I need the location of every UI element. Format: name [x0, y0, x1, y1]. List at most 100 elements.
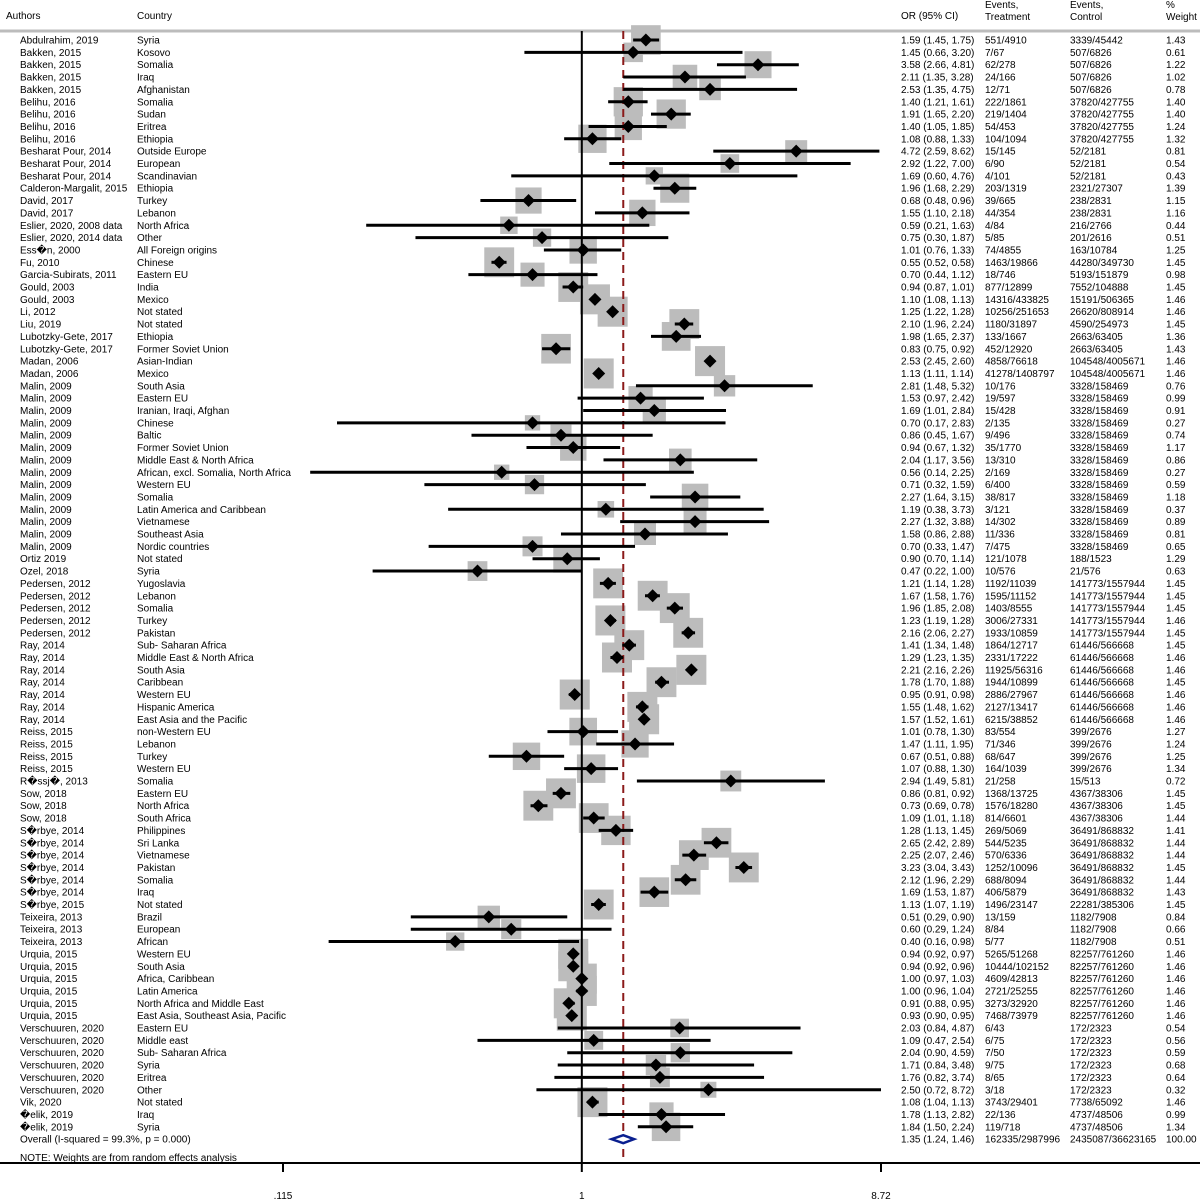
point-estimate [668, 181, 682, 195]
study-events-treatment: 10/576 [985, 567, 1016, 578]
study-events-treatment: 4609/42813 [985, 974, 1038, 985]
study-events-treatment: 222/1861 [985, 97, 1027, 108]
study-author: Bakken, 2015 [20, 48, 82, 59]
header-events-control-line2: Control [1070, 12, 1102, 23]
study-events-control: 3328/158469 [1070, 480, 1129, 491]
study-country: Vietnamese [137, 517, 190, 528]
study-weight: 1.24 [1166, 739, 1186, 750]
study-events-control: 15191/506365 [1070, 295, 1134, 306]
study-events-treatment: 14/302 [985, 517, 1016, 528]
study-events-treatment: 38/817 [985, 492, 1016, 503]
study-author: Bakken, 2015 [20, 60, 82, 71]
study-events-control: 61446/566668 [1070, 665, 1134, 676]
study-events-treatment: 11925/56316 [985, 665, 1043, 676]
study-events-treatment: 6/43 [985, 1024, 1005, 1035]
study-country: European [137, 159, 180, 170]
study-author: Pedersen, 2012 [20, 591, 91, 602]
study-or-ci: 1.91 (1.65, 2.20) [901, 110, 974, 121]
study-author: Gould, 2003 [20, 295, 75, 306]
study-author: Garcia-Subirats, 2011 [20, 270, 117, 281]
study-country: Not stated [137, 1098, 183, 1109]
study-weight: 1.15 [1166, 196, 1186, 207]
study-country: Kosovo [137, 48, 171, 59]
weights-note: NOTE: Weights are from random effects an… [20, 1153, 237, 1164]
study-events-control: 4367/38306 [1070, 801, 1123, 812]
study-country: Not stated [137, 900, 183, 911]
study-events-control: 3328/158469 [1070, 443, 1129, 454]
study-or-ci: 1.01 (0.78, 1.30) [901, 727, 974, 738]
study-events-control: 172/2323 [1070, 1036, 1112, 1047]
study-country: Yugoslavia [137, 579, 186, 590]
study-or-ci: 1.53 (0.97, 2.42) [901, 394, 974, 405]
header-row: Authors Country OR (95% CI) Events, Trea… [6, 0, 1197, 23]
study-or-ci: 0.83 (0.75, 0.92) [901, 344, 974, 355]
study-events-control: 172/2323 [1070, 1048, 1112, 1059]
study-country: Sub- Saharan Africa [137, 1048, 227, 1059]
study-events-control: 507/6826 [1070, 48, 1112, 59]
overall-weight: 100.00 [1166, 1135, 1197, 1146]
study-country: Sudan [137, 110, 166, 121]
study-author: Reiss, 2015 [20, 764, 73, 775]
study-country: Middle East & North Africa [137, 455, 254, 466]
study-events-treatment: 4/84 [985, 221, 1005, 232]
point-estimate [526, 268, 540, 282]
study-or-ci: 1.67 (1.58, 1.76) [901, 591, 974, 602]
study-author: R�ssj�, 2013 [20, 775, 88, 788]
study-country: Sri Lanka [137, 838, 180, 849]
study-or-ci: 0.47 (0.22, 1.00) [901, 567, 974, 578]
study-author: Malin, 2009 [20, 394, 72, 405]
study-events-treatment: 452/12920 [985, 344, 1033, 355]
study-events-control: 172/2323 [1070, 1073, 1112, 1084]
study-weight: 1.18 [1166, 492, 1186, 503]
study-events-control: 507/6826 [1070, 60, 1112, 71]
point-estimate [522, 194, 536, 208]
study-events-treatment: 133/1667 [985, 332, 1027, 343]
study-author: Malin, 2009 [20, 480, 72, 491]
study-weight: 1.24 [1166, 122, 1186, 133]
study-or-ci: 2.10 (1.96, 2.24) [901, 320, 974, 331]
study-weight: 0.54 [1166, 159, 1186, 170]
point-estimate [585, 1095, 599, 1109]
study-events-control: 172/2323 [1070, 1085, 1112, 1096]
study-country: Western EU [137, 690, 191, 701]
study-weight: 1.45 [1166, 604, 1186, 615]
study-events-control: 36491/868832 [1070, 875, 1134, 886]
study-author: Ray, 2014 [20, 702, 65, 713]
study-events-treatment: 21/258 [985, 777, 1016, 788]
study-weight: 0.89 [1166, 517, 1186, 528]
study-author: Lubotzky-Gete, 2017 [20, 344, 113, 355]
study-or-ci: 1.71 (0.84, 3.48) [901, 1061, 974, 1072]
point-estimate [576, 243, 590, 257]
study-events-control: 7738/65092 [1070, 1098, 1123, 1109]
study-or-ci: 1.01 (0.76, 1.33) [901, 245, 974, 256]
point-estimate [562, 996, 576, 1010]
study-author: Sow, 2018 [20, 801, 67, 812]
study-or-ci: 1.45 (0.66, 3.20) [901, 48, 974, 59]
study-country: Chinese [137, 418, 174, 429]
study-weight: 1.45 [1166, 789, 1186, 800]
study-or-ci: 2.92 (1.22, 7.00) [901, 159, 974, 170]
point-estimate [554, 786, 568, 800]
study-events-control: 399/2676 [1070, 739, 1112, 750]
study-or-ci: 2.94 (1.49, 5.81) [901, 777, 974, 788]
study-events-treatment: 219/1404 [985, 110, 1027, 121]
study-events-treatment: 10/176 [985, 381, 1016, 392]
study-events-treatment: 1864/12717 [985, 641, 1038, 652]
study-country: Ethiopia [137, 184, 174, 195]
overall-events-treatment: 162335/2987996 [985, 1135, 1061, 1146]
study-or-ci: 1.08 (0.88, 1.33) [901, 134, 974, 145]
study-events-treatment: 71/346 [985, 739, 1016, 750]
study-weight: 1.45 [1166, 258, 1186, 269]
study-author: Verschuuren, 2020 [20, 1036, 104, 1047]
point-estimate [646, 589, 660, 603]
study-weight: 0.59 [1166, 480, 1186, 491]
point-estimate [576, 725, 590, 739]
study-events-treatment: 877/12899 [985, 283, 1033, 294]
study-or-ci: 0.94 (0.87, 1.01) [901, 283, 974, 294]
point-estimate [531, 799, 545, 813]
study-or-ci: 0.60 (0.29, 1.24) [901, 925, 974, 936]
study-author: S�rbye, 2014 [20, 836, 85, 849]
point-estimate [584, 762, 598, 776]
study-country: African [137, 937, 168, 948]
study-events-control: 61446/566668 [1070, 641, 1134, 652]
